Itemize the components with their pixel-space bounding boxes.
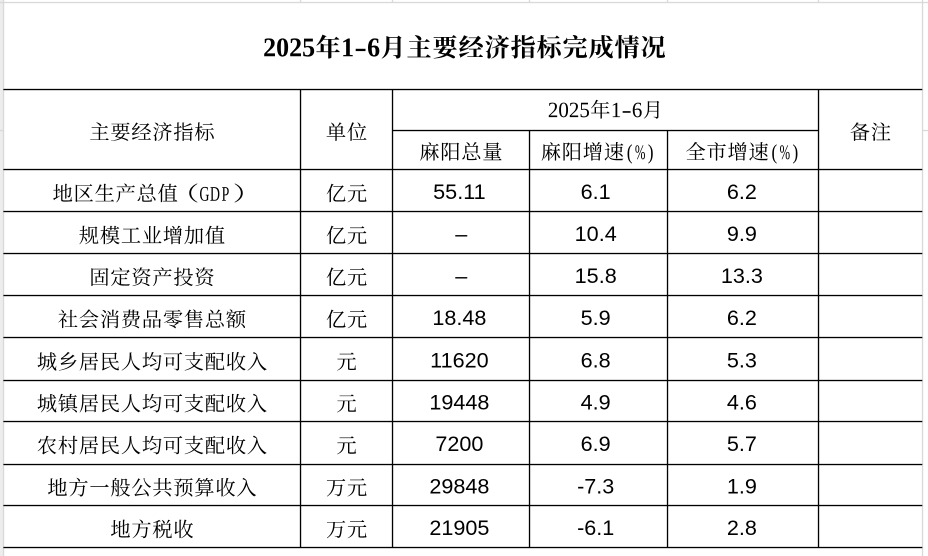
svg-text:–: – [455, 221, 467, 246]
svg-text:6.9: 6.9 [581, 431, 611, 456]
svg-text:2.8: 2.8 [727, 515, 757, 540]
svg-text:9.9: 9.9 [727, 221, 757, 246]
svg-text:-6.1: -6.1 [577, 515, 614, 540]
svg-text:5.3: 5.3 [727, 348, 757, 373]
svg-text:15.8: 15.8 [575, 263, 617, 288]
svg-text:13.3: 13.3 [721, 263, 763, 288]
svg-text:6.1: 6.1 [581, 179, 611, 204]
svg-text:19448: 19448 [429, 389, 489, 414]
svg-text:6.2: 6.2 [727, 179, 757, 204]
svg-text:6.2: 6.2 [727, 305, 757, 330]
svg-text:7200: 7200 [435, 431, 483, 456]
svg-text:55.11: 55.11 [433, 179, 485, 204]
svg-text:10.4: 10.4 [575, 221, 617, 246]
svg-text:4.6: 4.6 [727, 389, 757, 414]
svg-text:21905: 21905 [429, 515, 489, 540]
svg-text:29848: 29848 [429, 473, 489, 498]
svg-text:1.9: 1.9 [727, 473, 757, 498]
svg-text:5.7: 5.7 [727, 431, 757, 456]
svg-text:6.8: 6.8 [581, 348, 611, 373]
svg-text:4.9: 4.9 [581, 389, 611, 414]
svg-text:-7.3: -7.3 [577, 473, 614, 498]
svg-text:5.9: 5.9 [581, 305, 611, 330]
svg-text:–: – [455, 263, 467, 288]
svg-text:11620: 11620 [430, 348, 488, 373]
svg-text:18.48: 18.48 [432, 305, 486, 330]
